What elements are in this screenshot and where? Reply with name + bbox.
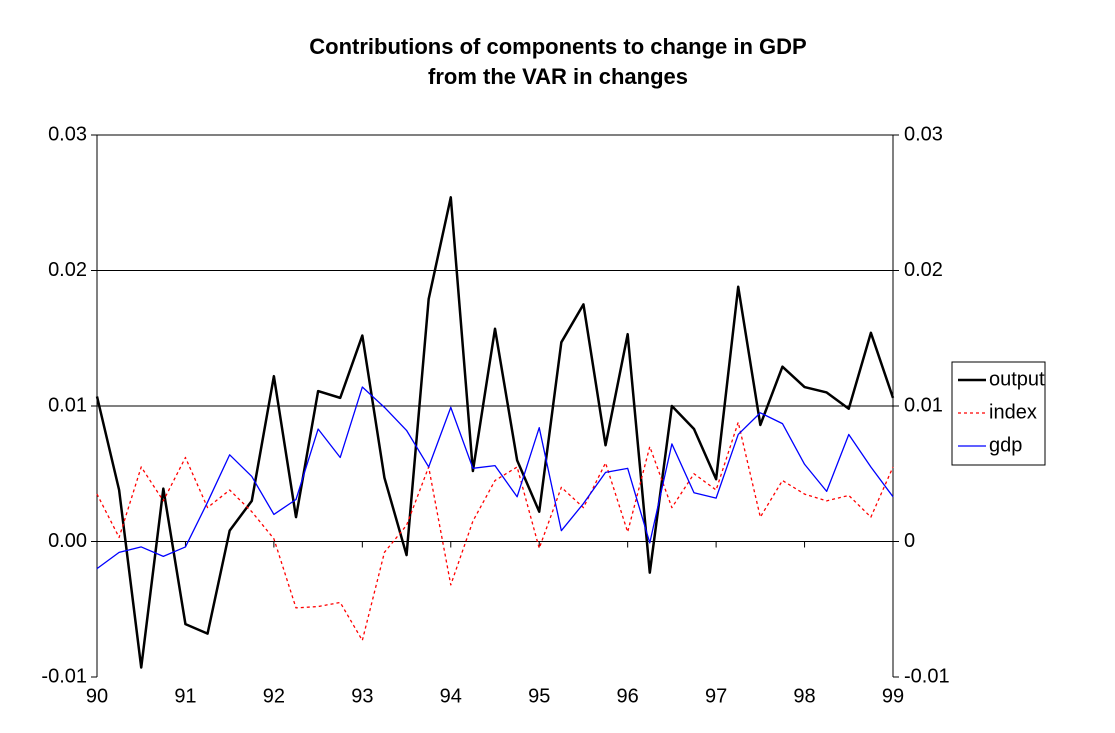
x-tick-label: 96 (617, 685, 639, 707)
series-line (95, 196, 895, 669)
y-tick-label: 0.00 (48, 530, 87, 552)
x-tick-label: 90 (86, 685, 108, 707)
x-tick-label: 95 (528, 685, 550, 707)
x-tick-label: 92 (263, 685, 285, 707)
x-tick-label: 91 (174, 685, 196, 707)
legend-label: index (989, 401, 1037, 423)
y2-tick-label: 0.02 (904, 259, 943, 281)
x-tick-label: 99 (882, 685, 904, 707)
x-tick-label: 97 (705, 685, 727, 707)
y-tick-label: 0.03 (48, 123, 87, 145)
x-tick-label: 94 (440, 685, 462, 707)
y-tick-label: -0.01 (41, 665, 87, 687)
series-line (96, 386, 894, 570)
legend-label: output (989, 368, 1045, 390)
y-tick-label: 0.01 (48, 394, 87, 416)
y2-tick-label: -0.01 (904, 665, 950, 687)
chart-title: from the VAR in changes (428, 64, 688, 89)
y2-tick-label: 0.01 (904, 394, 943, 416)
chart-title: Contributions of components to change in… (309, 34, 806, 59)
y-tick-label: 0.02 (48, 259, 87, 281)
x-tick-label: 93 (351, 685, 373, 707)
y2-tick-label: 0.03 (904, 123, 943, 145)
series-line (96, 421, 894, 642)
legend-label: gdp (989, 434, 1022, 456)
x-tick-label: 98 (793, 685, 815, 707)
y2-tick-label: 0 (904, 530, 915, 552)
